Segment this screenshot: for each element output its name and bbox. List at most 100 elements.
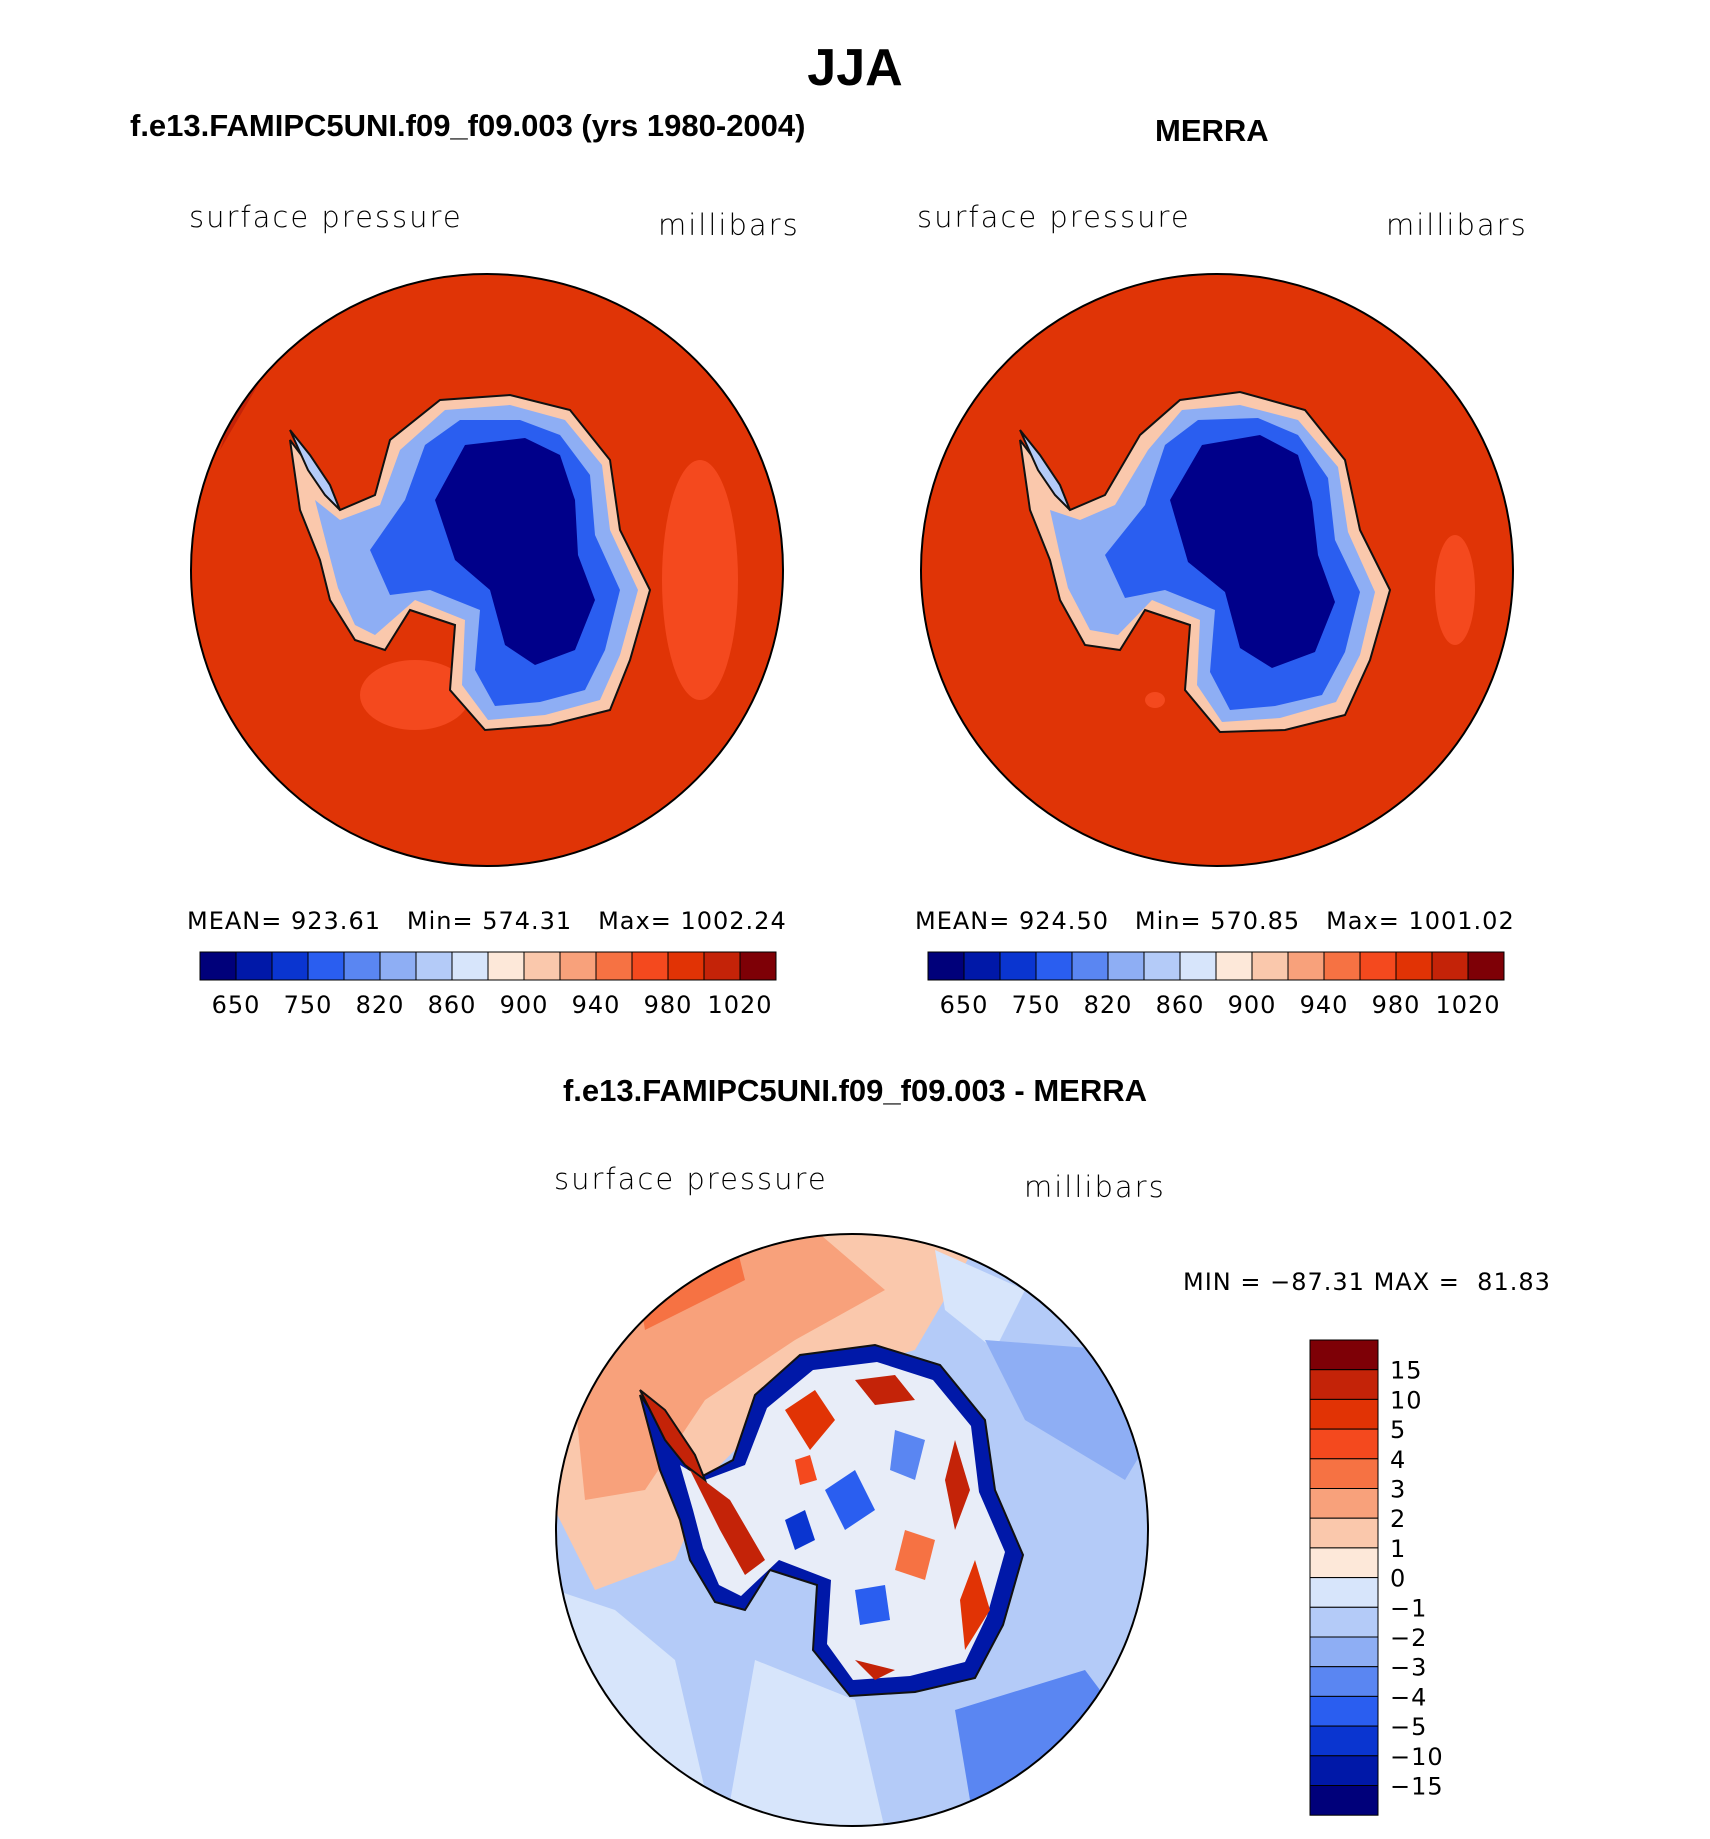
panel2-colorbar-tick-label: 650 bbox=[940, 991, 989, 1019]
panel2-high-anomaly-east bbox=[1435, 535, 1475, 645]
panel1-colorbar-swatch bbox=[379, 951, 417, 981]
panel1-colorbar-tick-label: 750 bbox=[284, 991, 333, 1019]
panel2-colorbar-swatch bbox=[1251, 951, 1289, 981]
diff-polar-map bbox=[555, 1233, 1149, 1827]
diff-colorbar-swatch bbox=[1309, 1398, 1379, 1430]
panel1-colorbar-tick-label: 860 bbox=[428, 991, 477, 1019]
panel1-colorbar-swatch bbox=[271, 951, 309, 981]
panel2-colorbar-tick-label: 1020 bbox=[1435, 991, 1500, 1019]
diff-colorbar-tick-label: −3 bbox=[1390, 1654, 1427, 1682]
diff-colorbar-tick-label: 10 bbox=[1390, 1386, 1423, 1414]
diff-colorbar-swatch bbox=[1309, 1606, 1379, 1638]
diff-colorbar-tick-label: 0 bbox=[1390, 1565, 1406, 1593]
diff-colorbar-swatch bbox=[1309, 1547, 1379, 1579]
panel1-high-anomaly-east bbox=[662, 460, 738, 700]
diff-peninsula bbox=[639, 1389, 708, 1483]
panel2-colorbar-swatch bbox=[1179, 951, 1217, 981]
panel1-stats: MEAN= 923.61 Min= 574.31 Max= 1002.24 bbox=[187, 907, 787, 935]
panel1-high-anomaly-south bbox=[360, 660, 470, 730]
panel1-peninsula bbox=[289, 429, 341, 511]
panel2-colorbar-tick-label: 940 bbox=[1300, 991, 1349, 1019]
diff-minmax: MIN = −87.31 MAX = 81.83 bbox=[1183, 1268, 1551, 1296]
panel2-colorbar-tick-label: 900 bbox=[1228, 991, 1277, 1019]
panel1-colorbar-swatch bbox=[343, 951, 381, 981]
panel1-colorbar: 650 750 820 860 900 940 980 1020 bbox=[199, 951, 777, 1019]
diff-colorbar-swatch bbox=[1309, 1725, 1379, 1757]
diff-units-label: millibars bbox=[1024, 1170, 1166, 1204]
panel2-antarctica-core bbox=[1170, 435, 1335, 668]
panel1-colorbar-tick-label: 650 bbox=[212, 991, 261, 1019]
diff-colorbar-swatch bbox=[1309, 1666, 1379, 1697]
diff-colorbar-tick-label: 15 bbox=[1390, 1357, 1423, 1385]
panel2-colorbar-tick-label: 980 bbox=[1372, 991, 1421, 1019]
panel1-colorbar-swatch bbox=[703, 951, 741, 981]
diff-colorbar-swatch bbox=[1309, 1695, 1379, 1727]
diff-colorbar-tick-label: −4 bbox=[1390, 1683, 1427, 1711]
diff-colorbar-swatch bbox=[1309, 1517, 1379, 1549]
panel1-units-label: millibars bbox=[658, 208, 800, 242]
panel1-colorbar-tick-label: 1020 bbox=[707, 991, 772, 1019]
diff-colorbar-tick-label: −5 bbox=[1390, 1713, 1427, 1741]
panel1-colorbar-swatch bbox=[487, 951, 525, 981]
panel2-colorbar-swatch bbox=[927, 951, 965, 981]
panel1-variable-label: surface pressure bbox=[189, 200, 463, 234]
panel1-colorbar-tick-label: 820 bbox=[356, 991, 405, 1019]
panel2-colorbar-swatch bbox=[1035, 951, 1073, 981]
panel2-colorbar-swatch bbox=[1071, 951, 1109, 981]
panel2-colorbar-swatch bbox=[963, 951, 1001, 981]
panel1-title: f.e13.FAMIPC5UNI.f09_f09.003 (yrs 1980-2… bbox=[130, 108, 806, 143]
diff-colorbar-swatch bbox=[1309, 1488, 1379, 1519]
diff-near-zero-bottom bbox=[725, 1660, 885, 1826]
diff-colorbar-tick-label: −1 bbox=[1390, 1594, 1427, 1622]
panel2-colorbar-swatch bbox=[1215, 951, 1253, 981]
diff-colorbar-swatch bbox=[1309, 1339, 1379, 1371]
diff-map-border bbox=[555, 1233, 1149, 1827]
panel1-map-border bbox=[190, 273, 784, 867]
diff-colorbar-swatch bbox=[1309, 1577, 1379, 1608]
panel2-colorbar-swatch bbox=[1287, 951, 1325, 981]
diff-near-zero-north bbox=[935, 1250, 1025, 1350]
diff-colorbar-tick-label: 4 bbox=[1390, 1446, 1406, 1474]
diff-colorbar-swatch bbox=[1309, 1785, 1379, 1816]
panel2-colorbar: 650 750 820 860 900 940 980 1020 bbox=[927, 951, 1505, 1019]
panel1-colorbar-swatch bbox=[667, 951, 705, 981]
diff-colorbar-tick-label: 3 bbox=[1390, 1476, 1406, 1504]
panel2-polar-map bbox=[920, 273, 1514, 867]
panel2-high-anomaly-south bbox=[1145, 692, 1165, 708]
panel2-colorbar-tick-label: 860 bbox=[1156, 991, 1205, 1019]
panel2-colorbar-tick-label: 820 bbox=[1084, 991, 1133, 1019]
panel1-colorbar-tick-label: 940 bbox=[572, 991, 621, 1019]
panel1-colorbar-swatch bbox=[523, 951, 561, 981]
diff-colorbar-tick-label: 5 bbox=[1390, 1416, 1406, 1444]
panel1-colorbar-swatch bbox=[415, 951, 453, 981]
diff-variable-label: surface pressure bbox=[554, 1162, 828, 1196]
panel1-colorbar-tick-label: 980 bbox=[644, 991, 693, 1019]
diff-panel-title: f.e13.FAMIPC5UNI.f09_f09.003 - MERRA bbox=[562, 1073, 1148, 1108]
panel2-colorbar-swatch bbox=[1107, 951, 1145, 981]
panel2-map-border bbox=[920, 273, 1514, 867]
panel2-peninsula bbox=[1019, 429, 1071, 511]
diff-colorbar-swatch bbox=[1309, 1428, 1379, 1460]
diff-colorbar-swatch bbox=[1309, 1369, 1379, 1400]
panel2-colorbar-swatch bbox=[1143, 951, 1181, 981]
panel1-antarctica-core bbox=[435, 438, 595, 665]
panel2-colorbar-tick-label: 750 bbox=[1012, 991, 1061, 1019]
panel1-colorbar-swatch bbox=[307, 951, 345, 981]
panel1-colorbar-swatch bbox=[595, 951, 633, 981]
panel2-colorbar-swatch bbox=[1359, 951, 1397, 981]
diff-colorbar-tick-label: −2 bbox=[1390, 1624, 1427, 1652]
figure-title: JJA bbox=[807, 39, 903, 97]
panel2-title: MERRA bbox=[1155, 113, 1269, 148]
panel1-colorbar-swatch bbox=[235, 951, 273, 981]
panel2-stats: MEAN= 924.50 Min= 570.85 Max= 1001.02 bbox=[915, 907, 1515, 935]
panel1-colorbar-tick-label: 900 bbox=[500, 991, 549, 1019]
panel2-variable-label: surface pressure bbox=[917, 200, 1191, 234]
panel1-colorbar-swatch bbox=[739, 951, 777, 981]
panel1-colorbar-swatch bbox=[451, 951, 489, 981]
panel2-colorbar-swatch bbox=[1323, 951, 1361, 981]
panel2-colorbar-swatch bbox=[999, 951, 1037, 981]
diff-colorbar-tick-label: −10 bbox=[1390, 1743, 1444, 1771]
diff-colorbar-tick-label: 1 bbox=[1390, 1535, 1406, 1563]
diff-colorbar-swatch bbox=[1309, 1755, 1379, 1786]
